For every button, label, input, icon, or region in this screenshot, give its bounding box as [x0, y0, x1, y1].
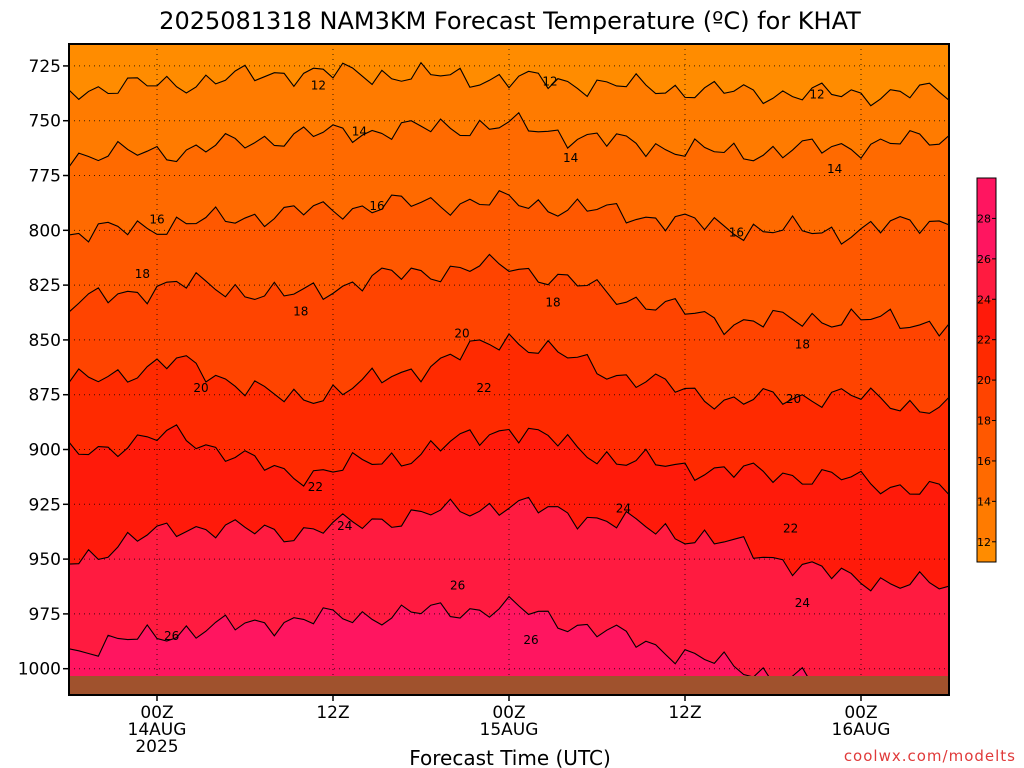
x-tick-label: 14AUG: [128, 720, 187, 740]
x-tick-label: 16AUG: [832, 720, 891, 740]
x-axis-label: Forecast Time (UTC): [409, 746, 611, 768]
colorbar-tick-label: 26: [977, 253, 991, 266]
contour-label: 22: [476, 381, 491, 395]
colorbar-tick-label: 22: [977, 334, 991, 347]
y-tick-label: 750: [29, 112, 61, 132]
contour-label: 18: [293, 304, 308, 318]
y-tick-label: 800: [29, 221, 61, 241]
colorbar-segment: [977, 420, 996, 461]
y-tick-label: 900: [29, 441, 61, 461]
contour-label: 16: [729, 226, 744, 240]
colorbar-tick-label: 28: [977, 212, 991, 225]
y-tick-label: 925: [29, 495, 61, 515]
x-tick-label: 12Z: [316, 703, 349, 723]
colorbar-segment: [977, 258, 996, 300]
chart-title: 2025081318 NAM3KM Forecast Temperature (…: [159, 7, 861, 35]
credit-text: coolwx.com/modelts: [844, 747, 1016, 765]
y-tick-label: 725: [29, 57, 61, 77]
contour-label: 22: [308, 480, 323, 494]
contour-label: 24: [795, 596, 810, 610]
colorbar-tick-label: 20: [977, 374, 991, 387]
x-tick-label: 00Z: [844, 703, 877, 723]
contour-label: 16: [149, 212, 164, 226]
x-tick-label: 2025: [135, 737, 178, 757]
colorbar-segment: [977, 380, 996, 421]
contour-label: 14: [563, 151, 578, 165]
x-tick-label: 00Z: [492, 703, 525, 723]
colorbar-tick-label: 12: [977, 536, 991, 549]
contour-20: [69, 333, 949, 414]
colorbar-segment: [977, 299, 996, 340]
contour-label: 26: [450, 578, 465, 592]
contour-label: 20: [454, 326, 469, 340]
colorbar-segment: [977, 339, 996, 381]
colorbar-segment: [977, 178, 996, 259]
colorbar-tick-label: 24: [977, 293, 991, 306]
contour-label: 24: [616, 502, 631, 516]
colorbar-tick-label: 16: [977, 455, 991, 468]
contour-14: [69, 111, 949, 168]
contour-label: 16: [369, 199, 384, 213]
contour-label: 24: [337, 519, 352, 533]
contour-label: 12: [809, 87, 824, 101]
y-tick-label: 850: [29, 331, 61, 351]
contour-label: 12: [542, 74, 557, 88]
colorbar-segment: [977, 541, 996, 562]
grid-lines: [69, 44, 949, 695]
contour-22: [69, 424, 949, 496]
contour-label: 20: [193, 381, 208, 395]
colorbar-segment: [977, 501, 996, 542]
contour-labels: 12 12 12 14 14 14 16 16 16 18 18 18 18 20 20 20 22 22 22 24…: [135, 74, 843, 647]
contour-18: [69, 253, 949, 337]
contour-label: 18: [795, 337, 810, 351]
contour-label: 20: [786, 392, 801, 406]
x-tick-label: 15AUG: [480, 720, 539, 740]
contour-label: 22: [783, 521, 798, 535]
x-tick-label: 12Z: [668, 703, 701, 723]
contour-label: 26: [164, 629, 179, 643]
contour-12: [69, 61, 949, 107]
contour-label: 14: [352, 125, 367, 139]
contour-label: 14: [827, 162, 842, 176]
contour-label: 18: [545, 296, 560, 310]
y-axis: 725 750 775 800 825 850 875 900 925 950 975 1000: [18, 57, 69, 680]
contour-lines: [69, 61, 949, 695]
contour-label: 26: [523, 633, 538, 647]
y-tick-label: 950: [29, 550, 61, 570]
y-tick-label: 1000: [18, 660, 61, 680]
contour-16: [69, 190, 949, 245]
colorbar-tick-label: 14: [977, 495, 991, 508]
y-tick-label: 775: [29, 167, 61, 187]
y-tick-label: 875: [29, 386, 61, 406]
y-tick-label: 825: [29, 276, 61, 296]
ground-strip: [69, 676, 949, 695]
band-ge-26: [69, 596, 949, 695]
contour-24: [69, 496, 949, 592]
temperature-bands: [69, 44, 949, 695]
y-tick-label: 975: [29, 605, 61, 625]
colorbar-frame: [976, 177, 997, 563]
colorbar: 12 14 16 18 20 22 24 26 28: [976, 177, 997, 563]
contour-26: [69, 595, 948, 695]
contour-label: 18: [135, 267, 150, 281]
colorbar-segment: [977, 460, 996, 502]
contour-label: 12: [311, 79, 326, 93]
x-tick-label: 00Z: [140, 703, 173, 723]
colorbar-tick-label: 18: [977, 415, 991, 428]
